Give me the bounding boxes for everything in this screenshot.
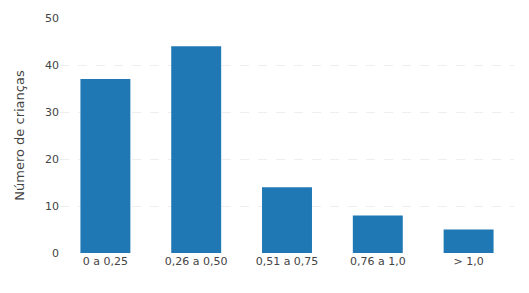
svg-text:0,76 a 1,0: 0,76 a 1,0	[350, 255, 406, 268]
svg-text:> 1,0: > 1,0	[453, 255, 483, 268]
svg-text:0,51 a 0,75: 0,51 a 0,75	[256, 255, 319, 268]
svg-text:Número de crianças: Número de crianças	[12, 70, 27, 201]
svg-text:20: 20	[45, 153, 59, 166]
svg-text:40: 40	[45, 59, 59, 72]
svg-text:10: 10	[45, 200, 59, 213]
svg-text:30: 30	[45, 106, 59, 119]
svg-text:0: 0	[52, 247, 59, 260]
svg-text:0 a 0,25: 0 a 0,25	[83, 255, 128, 268]
svg-text:0,26 a 0,50: 0,26 a 0,50	[165, 255, 228, 268]
svg-text:50: 50	[45, 12, 59, 25]
